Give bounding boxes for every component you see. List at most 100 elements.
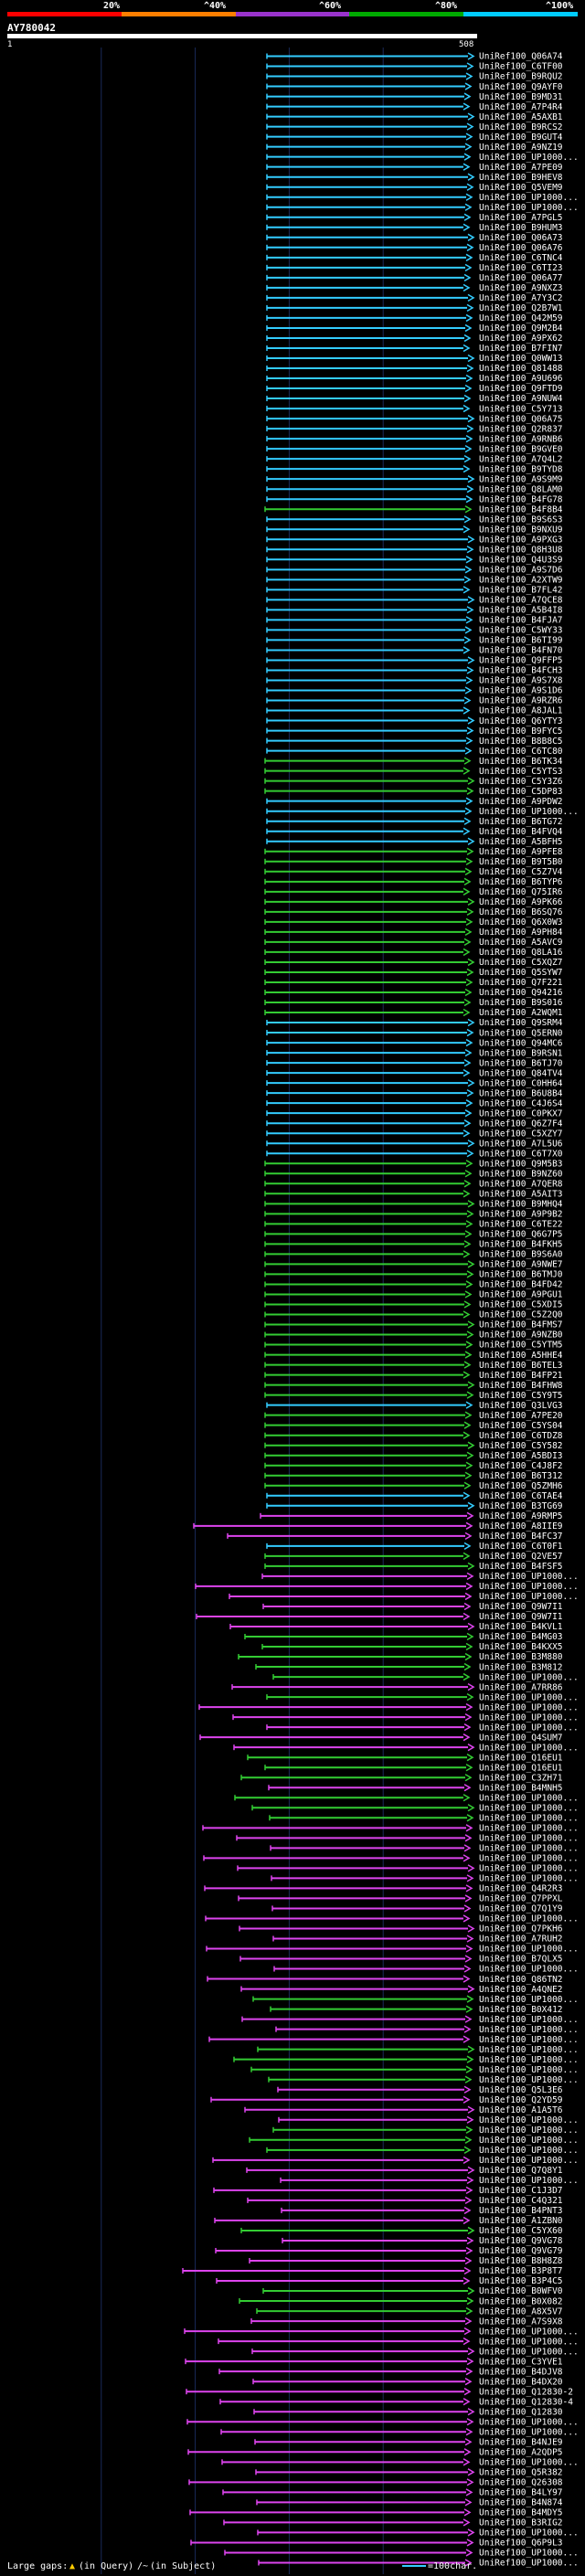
hit-row[interactable]: UniRef100_Q06A74 [266, 52, 563, 62]
hit-row[interactable]: UniRef100_B4NJE9 [254, 2437, 563, 2447]
hit-row[interactable]: UniRef100_Q6X0W3 [264, 917, 563, 928]
hit-row[interactable]: UniRef100_Q5L3E6 [277, 2085, 563, 2095]
hit-label[interactable]: UniRef100_B4MG03 [479, 1632, 563, 1642]
hit-label[interactable]: UniRef100_B6TEL3 [479, 1361, 563, 1371]
hit-label[interactable]: UniRef100_C5XZY7 [479, 1129, 563, 1139]
hit-label[interactable]: UniRef100_A7L5U6 [479, 1139, 563, 1149]
hit-label[interactable]: UniRef100_Q7PKH6 [479, 1924, 563, 1935]
hit-label[interactable]: UniRef100_UP1000... [479, 153, 579, 163]
hit-row[interactable]: UniRef100_C5WY33 [266, 626, 563, 636]
hit-label[interactable]: UniRef100_A9S7X8 [479, 676, 563, 686]
hit-label[interactable]: UniRef100_C5WY33 [479, 626, 563, 636]
hit-row[interactable]: UniRef100_B4FD42 [264, 1280, 563, 1290]
hit-label[interactable]: UniRef100_Q5ZMH6 [479, 1481, 563, 1491]
hit-label[interactable]: UniRef100_Q5VEM9 [479, 183, 563, 193]
hit-row[interactable]: UniRef100_B9HEV8 [266, 173, 563, 183]
hit-row[interactable]: UniRef100_B4FMS7 [264, 1320, 563, 1330]
hit-row[interactable]: UniRef100_B0X412 [270, 2005, 563, 2015]
hit-label[interactable]: UniRef100_B9HUM3 [479, 223, 563, 233]
hit-row[interactable]: UniRef100_B6T312 [264, 1471, 563, 1481]
hit-row[interactable]: UniRef100_B7QLX5 [239, 1955, 563, 1965]
hit-label[interactable]: UniRef100_B0X082 [479, 2296, 563, 2306]
hit-row[interactable]: UniRef100_A7Y3C2 [266, 293, 563, 303]
hit-label[interactable]: UniRef100_B9NZ60 [479, 1169, 563, 1179]
hit-row[interactable]: UniRef100_B9NZ60 [264, 1169, 563, 1179]
hit-row[interactable]: UniRef100_A7Q4L2 [266, 454, 563, 464]
hit-row[interactable]: UniRef100_A4QNE2 [240, 1985, 563, 1995]
hit-row[interactable]: UniRef100_UP1000... [251, 1803, 579, 1813]
hit-row[interactable]: UniRef100_B9MD31 [266, 92, 563, 102]
hit-label[interactable]: UniRef100_A7PE20 [479, 1411, 563, 1421]
hit-row[interactable]: UniRef100_UP1000... [198, 1702, 579, 1712]
hit-row[interactable]: UniRef100_B4LY97 [222, 2488, 563, 2498]
hit-row[interactable]: UniRef100_A9NUW4 [266, 394, 563, 404]
hit-label[interactable]: UniRef100_B6T312 [479, 1471, 563, 1481]
hit-label[interactable]: UniRef100_A9RZR6 [479, 696, 563, 706]
hit-label[interactable]: UniRef100_Q6X0W3 [479, 917, 563, 928]
hit-label[interactable]: UniRef100_Q84TV4 [479, 1068, 563, 1078]
hit-label[interactable]: UniRef100_A9U696 [479, 374, 563, 384]
hit-row[interactable]: UniRef100_A5B4I8 [266, 606, 563, 616]
hit-label[interactable]: UniRef100_Q75IR6 [479, 887, 563, 897]
hit-row[interactable]: UniRef100_Q4U3S9 [266, 556, 563, 566]
hit-label[interactable]: UniRef100_B4KXX5 [479, 1642, 563, 1652]
hit-row[interactable]: UniRef100_B4N874 [256, 2498, 563, 2508]
hit-label[interactable]: UniRef100_A2XTW9 [479, 576, 563, 586]
hit-row[interactable]: UniRef100_C6TDZ8 [264, 1431, 563, 1441]
hit-label[interactable]: UniRef100_Q94216 [479, 988, 563, 998]
hit-row[interactable]: UniRef100_C6TNC4 [266, 253, 563, 263]
hit-row[interactable]: UniRef100_UP1000... [251, 2347, 579, 2357]
hit-label[interactable]: UniRef100_UP1000... [479, 2115, 579, 2125]
hit-label[interactable]: UniRef100_A9RMP5 [479, 1511, 563, 1521]
hit-label[interactable]: UniRef100_A2WQM1 [479, 1008, 563, 1018]
hit-label[interactable]: UniRef100_UP1000... [479, 2327, 579, 2337]
hit-label[interactable]: UniRef100_C0PKX7 [479, 1108, 563, 1118]
hit-row[interactable]: UniRef100_UP1000... [268, 2075, 579, 2085]
hit-row[interactable]: UniRef100_A9PX62 [266, 334, 563, 344]
hit-label[interactable]: UniRef100_B6TI99 [479, 636, 563, 646]
hit-label[interactable]: UniRef100_C5Z7V4 [479, 867, 563, 877]
hit-row[interactable]: UniRef100_Q9VG78 [282, 2236, 563, 2246]
hit-label[interactable]: UniRef100_A5HHE4 [479, 1351, 563, 1361]
hit-label[interactable]: UniRef100_B0X412 [479, 2005, 563, 2015]
hit-label[interactable]: UniRef100_C5YX60 [479, 2226, 563, 2236]
hit-row[interactable]: UniRef100_UP1000... [241, 2015, 579, 2025]
hit-row[interactable]: UniRef100_A7S9X8 [250, 2316, 563, 2327]
hit-row[interactable]: UniRef100_B9S6S3 [266, 514, 563, 525]
hit-row[interactable]: UniRef100_UP1000... [229, 1592, 579, 1602]
hit-label[interactable]: UniRef100_C5DP83 [479, 787, 563, 797]
hit-label[interactable]: UniRef100_UP1000... [479, 2025, 579, 2035]
hit-label[interactable]: UniRef100_Q12830 [479, 2407, 563, 2417]
hit-label[interactable]: UniRef100_Q26308 [479, 2478, 563, 2488]
hit-row[interactable]: UniRef100_A7PGL5 [266, 213, 563, 223]
hit-row[interactable]: UniRef100_UP1000... [273, 1965, 579, 1975]
hit-row[interactable]: UniRef100_UP1000... [236, 1834, 579, 1844]
hit-row[interactable]: UniRef100_UP1000... [237, 1864, 579, 1874]
hit-label[interactable]: UniRef100_UP1000... [479, 2347, 579, 2357]
hit-label[interactable]: UniRef100_UP1000... [479, 1572, 579, 1582]
hit-row[interactable]: UniRef100_B6TEL3 [264, 1361, 563, 1371]
hit-label[interactable]: UniRef100_Q4SUM7 [479, 1733, 563, 1743]
hit-row[interactable]: UniRef100_Q81488 [266, 364, 563, 374]
hit-label[interactable]: UniRef100_UP1000... [479, 807, 579, 817]
hit-row[interactable]: UniRef100_A8JAL1 [266, 706, 563, 716]
hit-label[interactable]: UniRef100_B4FMS7 [479, 1320, 563, 1330]
hit-label[interactable]: UniRef100_Q16EU1 [479, 1763, 563, 1773]
hit-row[interactable]: UniRef100_Q5SYW7 [264, 968, 563, 978]
hit-row[interactable]: UniRef100_B7FIN7 [266, 344, 563, 354]
hit-row[interactable]: UniRef100_Q9W7I1 [196, 1612, 563, 1622]
hit-label[interactable]: UniRef100_Q6YTY3 [479, 716, 563, 726]
hit-row[interactable]: UniRef100_A8X5V7 [256, 2306, 563, 2316]
hit-label[interactable]: UniRef100_Q8LAM0 [479, 484, 563, 494]
hit-label[interactable]: UniRef100_Q16EU1 [479, 1753, 563, 1763]
hit-label[interactable]: UniRef100_UP1000... [479, 1834, 579, 1844]
hit-label[interactable]: UniRef100_A7QCE8 [479, 596, 563, 606]
hit-label[interactable]: UniRef100_A9S1D6 [479, 686, 563, 696]
hit-label[interactable]: UniRef100_A9PGU1 [479, 1290, 563, 1300]
hit-row[interactable]: UniRef100_C4J6S4 [266, 1098, 563, 1108]
hit-row[interactable]: UniRef100_C4Q321 [247, 2196, 563, 2206]
hit-row[interactable]: UniRef100_UP1000... [266, 193, 579, 203]
hit-row[interactable]: UniRef100_B4KXX5 [261, 1642, 563, 1652]
hit-label[interactable]: UniRef100_UP1000... [479, 1723, 579, 1733]
hit-label[interactable]: UniRef100_Q2R837 [479, 424, 563, 434]
